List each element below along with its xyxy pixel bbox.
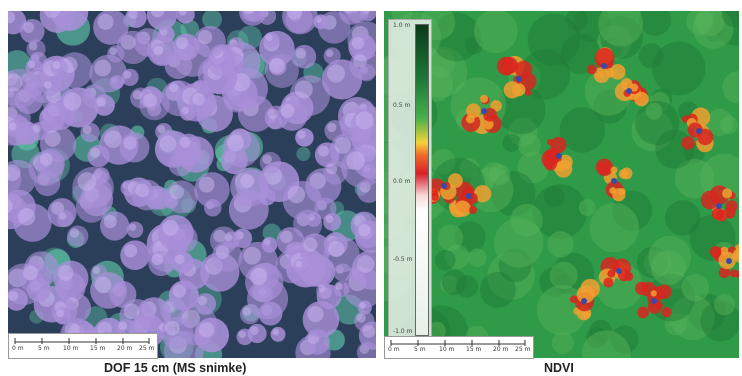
dof-scale-ruler xyxy=(14,338,150,344)
legend-tick: -1.0 m xyxy=(393,328,413,335)
dof-image xyxy=(8,11,376,358)
ndvi-scale-label: 15 m xyxy=(466,346,482,353)
legend-tick: 0.5 m xyxy=(393,102,411,109)
dof-scale-label: 20 m xyxy=(117,345,133,352)
legend-tick: 1.0 m xyxy=(393,22,411,29)
ndvi-scale-label: 10 m xyxy=(439,346,455,353)
ndvi-scale-label: 0 m xyxy=(388,346,400,353)
dof-caption: DOF 15 cm (MS snimke) xyxy=(104,361,247,375)
dof-scale-bar: 0 m 5 m 10 m 15 m 20 m 25 m xyxy=(8,333,158,359)
dof-image-panel xyxy=(8,11,376,358)
ndvi-image xyxy=(384,11,739,358)
ndvi-scale-label: 25 m xyxy=(515,346,531,353)
ndvi-legend: 1.0 m 0.5 m 0.0 m -0.5 m -1.0 m xyxy=(388,19,432,341)
ndvi-scale-ruler xyxy=(390,340,526,346)
ndvi-scale-bar: 0 m 5 m 10 m 15 m 20 m 25 m xyxy=(384,336,534,359)
dof-scale-label: 10 m xyxy=(63,345,79,352)
ndvi-image-panel: 1.0 m 0.5 m 0.0 m -0.5 m -1.0 m xyxy=(384,11,739,358)
ndvi-caption: NDVI xyxy=(544,361,574,375)
ndvi-color-ramp xyxy=(415,24,429,336)
ndvi-scale-label: 5 m xyxy=(414,346,426,353)
dof-scale-label: 25 m xyxy=(139,345,155,352)
ndvi-scale-label: 20 m xyxy=(493,346,509,353)
legend-tick: -0.5 m xyxy=(393,256,413,263)
legend-tick: 0.0 m xyxy=(393,178,411,185)
dof-scale-label: 0 m xyxy=(12,345,24,352)
dof-scale-label: 5 m xyxy=(38,345,50,352)
dof-scale-label: 15 m xyxy=(90,345,106,352)
